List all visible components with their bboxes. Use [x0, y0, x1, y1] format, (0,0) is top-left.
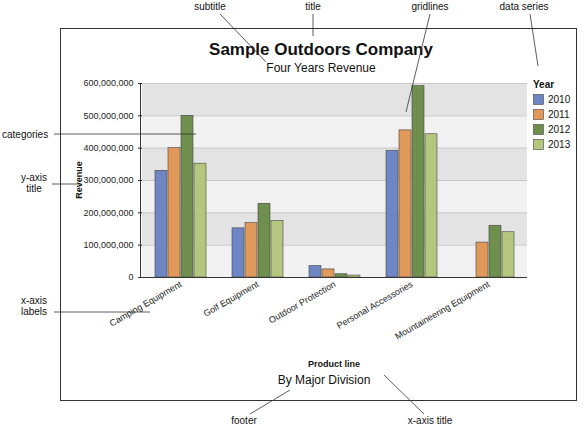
svg-text:By Major Division: By Major Division — [278, 373, 371, 387]
svg-text:200,000,000: 200,000,000 — [83, 208, 133, 218]
svg-text:2012: 2012 — [548, 124, 571, 135]
svg-text:2011: 2011 — [548, 109, 570, 120]
svg-text:500,000,000: 500,000,000 — [83, 111, 133, 121]
svg-text:x-axis title: x-axis title — [408, 415, 453, 426]
svg-text:title: title — [305, 1, 321, 12]
svg-text:600,000,000: 600,000,000 — [83, 78, 133, 88]
svg-text:Sample Outdoors Company: Sample Outdoors Company — [209, 40, 433, 59]
svg-text:100,000,000: 100,000,000 — [83, 240, 133, 250]
svg-text:300,000,000: 300,000,000 — [83, 175, 133, 185]
svg-text:Four Years Revenue: Four Years Revenue — [266, 61, 376, 75]
svg-text:400,000,000: 400,000,000 — [83, 143, 133, 153]
svg-text:Golf Equipment: Golf Equipment — [202, 279, 261, 319]
svg-text:Year: Year — [533, 79, 554, 90]
svg-text:Camping Equipment: Camping Equipment — [108, 279, 184, 329]
svg-text:Product line: Product line — [308, 359, 360, 369]
svg-text:footer: footer — [231, 415, 257, 426]
svg-text:data series: data series — [500, 1, 549, 12]
svg-text:0: 0 — [128, 272, 133, 282]
svg-text:y-axistitle: y-axistitle — [21, 172, 47, 194]
svg-text:x-axislabels: x-axislabels — [21, 295, 47, 317]
svg-text:2013: 2013 — [548, 139, 571, 150]
svg-text:Revenue: Revenue — [74, 161, 84, 199]
svg-text:categories: categories — [2, 129, 48, 140]
svg-text:gridlines: gridlines — [411, 1, 448, 12]
svg-text:subtitle: subtitle — [194, 1, 226, 12]
svg-text:Mountaineering Equipment: Mountaineering Equipment — [393, 279, 492, 342]
svg-text:Personal Accessories: Personal Accessories — [335, 279, 415, 331]
svg-text:2010: 2010 — [548, 94, 571, 105]
svg-text:Outdoor Protection: Outdoor Protection — [267, 279, 337, 325]
